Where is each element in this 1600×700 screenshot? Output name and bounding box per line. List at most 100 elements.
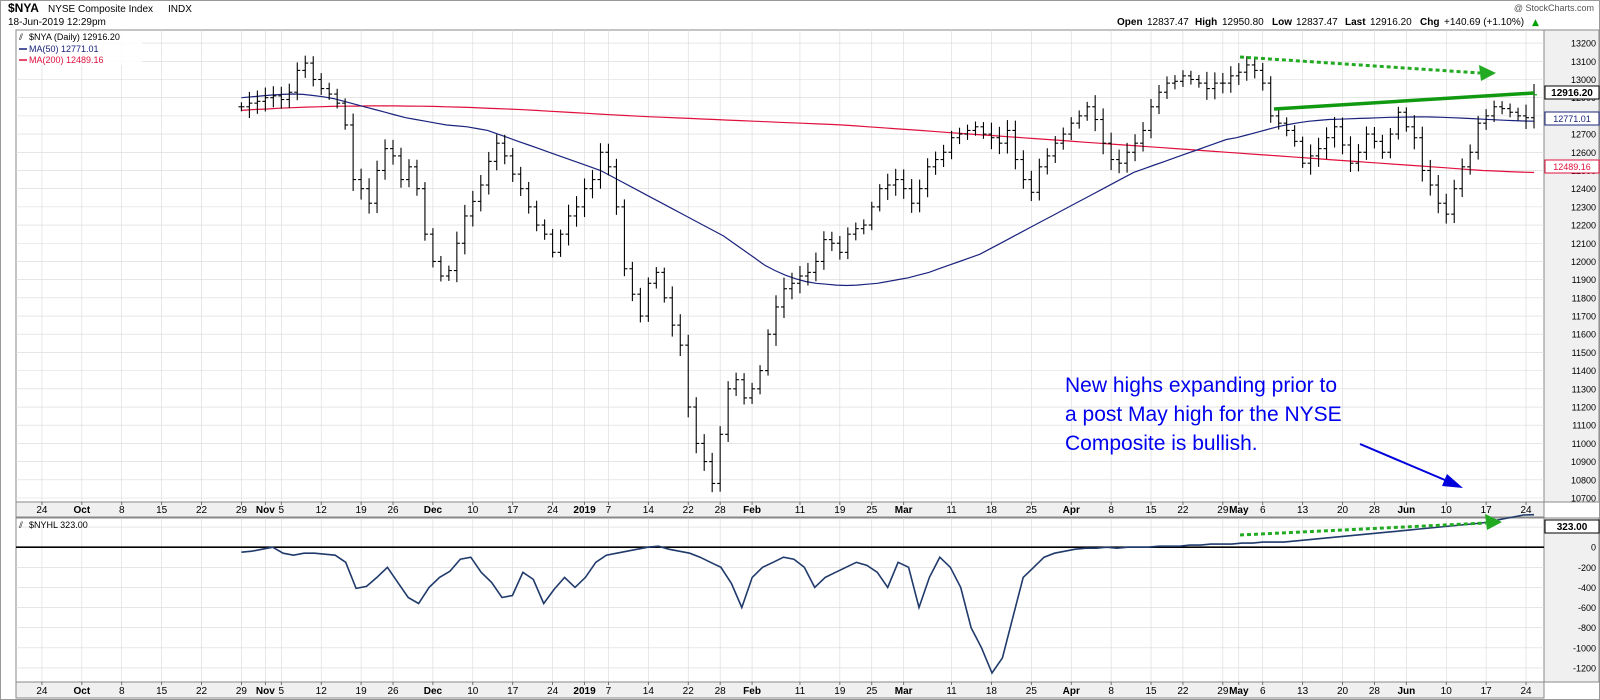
price-bar — [525, 181, 532, 214]
price-bar — [661, 267, 668, 303]
price-bar — [421, 182, 428, 241]
price-bar — [453, 231, 460, 283]
x-tick-label: 7 — [606, 686, 612, 697]
price-bar — [1163, 76, 1170, 99]
x-tick-label: 26 — [387, 686, 399, 697]
price-y-axis — [1543, 29, 1600, 503]
price-bar — [1100, 108, 1107, 155]
x-tick-label: 22 — [683, 686, 695, 697]
price-bar — [741, 373, 748, 405]
x-tick-label: Nov — [256, 505, 275, 516]
price-y-tick-label: 10900 — [1571, 457, 1596, 467]
price-bar — [1259, 62, 1266, 91]
x-tick-label: 17 — [507, 505, 519, 516]
x-tick-label: 24 — [547, 686, 559, 697]
price-bar — [940, 144, 947, 168]
price-bar — [1267, 76, 1274, 123]
price-bar — [956, 127, 963, 145]
x-tick-label: 5 — [279, 686, 285, 697]
price-y-tick-label: 10800 — [1571, 475, 1596, 485]
ma200-tag: 12489.16 — [1553, 162, 1591, 172]
price-bar — [765, 329, 772, 376]
ma200-tag-bg — [1544, 159, 1600, 174]
price-bar — [876, 184, 883, 212]
price-y-tick-label: 12000 — [1571, 257, 1596, 267]
price-bar — [1507, 103, 1514, 118]
price-bar — [1140, 122, 1147, 152]
price-bar — [382, 139, 389, 180]
price-bar — [980, 122, 987, 139]
price-bar — [1403, 107, 1410, 132]
price-panel: 10700 10800 10900 11000 11100 11200 11300 11400… — [15, 29, 1600, 504]
x-tick-label: 12 — [316, 505, 328, 516]
x-tick-label: 2019 — [573, 505, 596, 516]
price-bar — [685, 334, 692, 418]
high-value: 12950.80 — [1222, 17, 1264, 28]
last-price-tag: 12916.20 — [1551, 88, 1593, 99]
price-bar — [1331, 116, 1338, 148]
x-tick-label: 8 — [119, 505, 125, 516]
nyhl-series — [241, 513, 1535, 675]
open-label: Open — [1117, 17, 1143, 28]
price-bar — [916, 179, 923, 213]
watermark: @ StockCharts.com — [1514, 3, 1594, 13]
low-value: 12837.47 — [1296, 17, 1338, 28]
x-tick-label: 15 — [156, 686, 168, 697]
price-bar — [477, 175, 484, 212]
last-label: Last — [1345, 17, 1366, 28]
price-y-tick-label: 12200 — [1571, 221, 1596, 231]
price-bar — [1124, 142, 1131, 173]
x-tick-label: 24 — [1520, 505, 1532, 516]
nyhl-x-axis: 24 Oct 8 15 22 29 Nov 5 12 19 26 Dec 10 17 24 2019 7 14 22… — [15, 681, 1545, 699]
price-bar — [254, 90, 261, 114]
price-bar — [1459, 158, 1466, 198]
price-bar — [932, 151, 939, 175]
price-bar — [629, 261, 636, 302]
price-bar — [1435, 175, 1442, 214]
price-bar — [1291, 125, 1298, 147]
price-bar — [613, 158, 620, 215]
ma50-tag-bg — [1544, 111, 1600, 126]
price-bar — [1028, 170, 1035, 202]
price-bar — [1531, 84, 1538, 129]
price-y-tick-label: 11800 — [1572, 293, 1596, 303]
price-bar — [1036, 158, 1043, 201]
price-bar — [820, 231, 827, 270]
price-bar — [1020, 150, 1027, 189]
price-bar — [270, 86, 277, 108]
x-tick-label: May — [1229, 686, 1249, 697]
price-bar — [1275, 109, 1282, 130]
x-tick-label: 18 — [986, 686, 998, 697]
price-bar — [1243, 56, 1250, 81]
price-bar — [461, 204, 468, 255]
price-bar — [589, 169, 596, 199]
x-tick-label: Dec — [424, 686, 443, 697]
x-tick-label: 15 — [156, 505, 168, 516]
x-tick-label: Jun — [1397, 686, 1415, 697]
price-bar — [1379, 134, 1386, 159]
nyhl-trend-dotted-line — [1239, 521, 1487, 537]
x-tick-label: 20 — [1337, 686, 1349, 697]
price-bar — [1251, 56, 1258, 79]
price-bar — [1235, 63, 1242, 85]
price-bar — [725, 381, 732, 442]
price-bar — [1483, 109, 1490, 130]
price-bar — [366, 178, 373, 214]
trend-dotted-arrow-line — [1239, 55, 1481, 75]
price-bar — [653, 267, 660, 289]
price-y-tick-label: 13000 — [1571, 75, 1596, 85]
x-tick-label: 24 — [547, 505, 559, 516]
price-bar — [1323, 127, 1330, 160]
x-tick-label: 19 — [356, 505, 368, 516]
price-bar — [1084, 101, 1091, 121]
x-tick-label: 6 — [1260, 505, 1266, 516]
price-bar — [669, 286, 676, 337]
price-bar — [342, 98, 349, 130]
price-bar — [621, 199, 628, 277]
price-bar — [924, 158, 931, 198]
price-bar — [1315, 137, 1322, 167]
x-tick-label: 19 — [834, 505, 846, 516]
price-y-tick-label: 11100 — [1572, 421, 1596, 431]
price-bar — [485, 151, 492, 195]
price-bar — [996, 126, 1003, 155]
